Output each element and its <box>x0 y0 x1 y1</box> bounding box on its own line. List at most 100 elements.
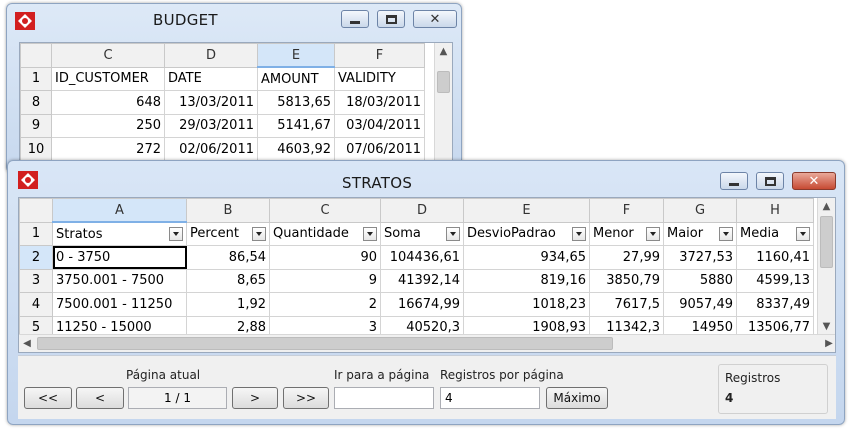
grid-cell[interactable]: ID_CUSTOMER <box>51 66 165 91</box>
budget-vertical-scrollbar[interactable]: ▲ <box>434 43 452 165</box>
grid-cell[interactable]: 7617,5 <box>589 292 664 317</box>
column-header[interactable]: C <box>51 43 165 68</box>
row-header[interactable]: 2 <box>19 245 53 270</box>
budget-titlebar[interactable]: BUDGET ✕ <box>7 4 461 34</box>
grid-cell[interactable]: 250 <box>51 113 165 138</box>
corner-cell[interactable] <box>19 198 53 223</box>
column-header[interactable]: A <box>52 198 187 223</box>
corner-cell[interactable] <box>20 43 52 68</box>
grid-cell[interactable]: 1160,41 <box>736 245 814 270</box>
grid-cell[interactable]: 03/04/2011 <box>334 113 425 138</box>
grid-cell[interactable]: 9 <box>269 268 381 293</box>
column-header[interactable]: D <box>164 43 258 68</box>
stratos-sheet[interactable]: A B C D E F G H 1 Stratos Percent Quantidade Soma Des… <box>18 197 836 353</box>
column-header[interactable]: E <box>257 43 335 68</box>
grid-cell[interactable]: 104436,61 <box>380 245 464 270</box>
maximize-button[interactable] <box>756 172 784 190</box>
filter-header-cell[interactable]: Percent <box>186 221 270 246</box>
filter-dropdown-icon[interactable] <box>363 226 377 241</box>
scroll-down-icon[interactable]: ▼ <box>822 320 831 332</box>
records-per-page-input[interactable]: 4 <box>440 387 540 409</box>
row-header[interactable]: 10 <box>20 137 52 162</box>
grid-cell[interactable]: 1,92 <box>186 292 270 317</box>
grid-cell[interactable]: 02/06/2011 <box>164 137 258 162</box>
row-header[interactable]: 9 <box>20 113 52 138</box>
filter-dropdown-icon[interactable] <box>646 226 660 241</box>
grid-cell[interactable]: 648 <box>51 90 165 115</box>
grid-cell[interactable]: 16674,99 <box>380 292 464 317</box>
grid-cell[interactable]: 41392,14 <box>380 268 464 293</box>
grid-cell[interactable]: 1018,23 <box>463 292 590 317</box>
column-header[interactable]: D <box>380 198 464 223</box>
filter-header-cell[interactable]: Media <box>736 221 814 246</box>
last-page-button[interactable]: >> <box>283 387 329 409</box>
filter-header-cell[interactable]: Menor <box>589 221 664 246</box>
grid-cell[interactable]: 2 <box>269 292 381 317</box>
grid-cell[interactable]: 4599,13 <box>736 268 814 293</box>
grid-cell[interactable]: 29/03/2011 <box>164 113 258 138</box>
grid-cell[interactable]: 8,65 <box>186 268 270 293</box>
row-header[interactable]: 4 <box>19 292 53 317</box>
grid-cell[interactable]: 5880 <box>663 268 737 293</box>
grid-cell[interactable]: 07/06/2011 <box>334 137 425 162</box>
scroll-up-icon[interactable]: ▲ <box>822 200 831 212</box>
close-button[interactable]: ✕ <box>413 10 457 28</box>
filter-header-cell[interactable]: DesvioPadrao <box>463 221 590 246</box>
filter-dropdown-icon[interactable] <box>572 226 586 241</box>
maximize-button[interactable] <box>377 10 405 28</box>
budget-window[interactable]: BUDGET ✕ C D E F 1 ID_CUSTOMER DATE AMOUNT VALID… <box>6 3 462 173</box>
row-header[interactable]: 1 <box>20 66 52 91</box>
scroll-right-icon[interactable]: ▶ <box>825 338 833 349</box>
grid-cell[interactable]: 272 <box>51 137 165 162</box>
stratos-titlebar[interactable]: STRATOS ✕ <box>8 161 844 192</box>
column-header[interactable]: G <box>663 198 737 223</box>
grid-cell[interactable]: 27,99 <box>589 245 664 270</box>
grid-cell[interactable]: 90 <box>269 245 381 270</box>
grid-cell[interactable]: 8337,49 <box>736 292 814 317</box>
goto-page-input[interactable] <box>334 387 434 409</box>
row-header[interactable]: 8 <box>20 90 52 115</box>
grid-cell[interactable]: 5813,65 <box>257 90 335 115</box>
grid-cell[interactable]: VALIDITY <box>334 66 425 91</box>
filter-dropdown-icon[interactable] <box>796 226 810 241</box>
grid-cell[interactable]: 13/03/2011 <box>164 90 258 115</box>
grid-cell[interactable]: DATE <box>164 66 258 91</box>
first-page-button[interactable]: << <box>24 387 72 409</box>
filter-header-cell[interactable]: Stratos <box>52 221 187 246</box>
filter-dropdown-icon[interactable] <box>169 227 183 241</box>
scroll-up-icon[interactable]: ▲ <box>439 45 448 57</box>
stratos-horizontal-scrollbar[interactable]: ◀ ▶ <box>19 334 835 352</box>
column-header[interactable]: E <box>463 198 590 223</box>
previous-page-button[interactable]: < <box>76 387 124 409</box>
filter-dropdown-icon[interactable] <box>446 226 460 241</box>
filter-dropdown-icon[interactable] <box>252 226 266 241</box>
grid-cell[interactable]: 3727,53 <box>663 245 737 270</box>
budget-sheet[interactable]: C D E F 1 ID_CUSTOMER DATE AMOUNT VALIDITY 8 648 13… <box>19 42 453 166</box>
column-header[interactable]: C <box>269 198 381 223</box>
row-header[interactable]: 3 <box>19 268 53 293</box>
filter-dropdown-icon[interactable] <box>719 226 733 241</box>
maximum-button[interactable]: Máximo <box>546 387 608 409</box>
scroll-thumb[interactable] <box>820 216 833 268</box>
grid-cell[interactable]: 3850,79 <box>589 268 664 293</box>
scroll-thumb[interactable] <box>437 71 450 93</box>
grid-cell[interactable]: 86,54 <box>186 245 270 270</box>
stratos-window[interactable]: STRATOS ✕ A B C D E F G H 1 Stratos Percent Quantid… <box>7 160 845 425</box>
next-page-button[interactable]: > <box>232 387 278 409</box>
grid-cell[interactable]: 9057,49 <box>663 292 737 317</box>
grid-cell[interactable]: 934,65 <box>463 245 590 270</box>
minimize-button[interactable] <box>720 172 748 190</box>
column-header[interactable]: F <box>589 198 664 223</box>
filter-header-cell[interactable]: Quantidade <box>269 221 381 246</box>
grid-cell[interactable]: 7500.001 - 11250 <box>52 292 187 317</box>
grid-cell[interactable]: 0 - 3750 <box>52 245 187 270</box>
column-header[interactable]: H <box>736 198 814 223</box>
column-header[interactable]: B <box>186 198 270 223</box>
grid-cell[interactable]: 4603,92 <box>257 137 335 162</box>
filter-header-cell[interactable]: Maior <box>663 221 737 246</box>
column-header[interactable]: F <box>334 43 425 68</box>
scroll-thumb[interactable] <box>37 337 613 350</box>
scroll-left-icon[interactable]: ◀ <box>23 338 31 349</box>
row-header[interactable]: 1 <box>19 221 53 246</box>
budget-grid[interactable]: C D E F 1 ID_CUSTOMER DATE AMOUNT VALIDITY 8 648 13… <box>20 43 425 162</box>
